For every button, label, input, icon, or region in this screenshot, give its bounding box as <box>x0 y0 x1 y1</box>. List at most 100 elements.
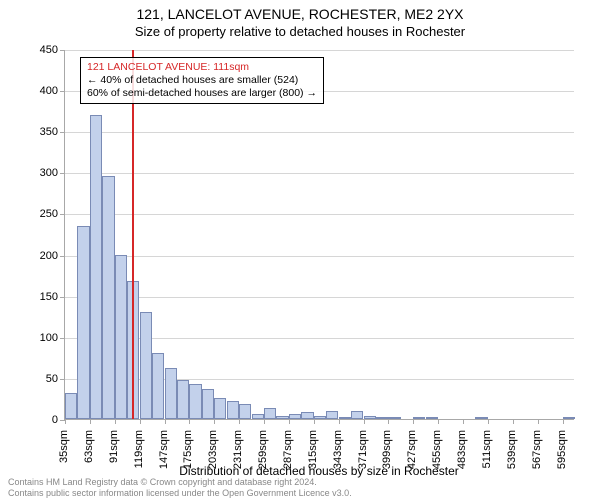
x-tick-label: 539sqm <box>506 430 518 469</box>
histogram-bar <box>177 380 189 419</box>
x-tick-label: 91sqm <box>108 430 120 463</box>
histogram-bar <box>475 417 487 419</box>
plot-area <box>64 50 574 420</box>
x-tick-label: 483sqm <box>456 430 468 469</box>
x-tick-label: 203sqm <box>207 430 219 469</box>
histogram-bar <box>301 412 313 419</box>
x-tick-label: 63sqm <box>83 430 95 463</box>
histogram-bar <box>90 115 102 419</box>
x-tick-label: 455sqm <box>431 430 443 469</box>
x-tick <box>115 419 116 424</box>
annotation-box: 121 LANCELOT AVENUE: 111sqm ← 40% of det… <box>80 57 324 104</box>
x-tick-label: 427sqm <box>406 430 418 469</box>
footer-line2: Contains public sector information licen… <box>8 488 352 498</box>
histogram-bar <box>252 414 264 419</box>
histogram-bar <box>388 417 400 419</box>
histogram-bar <box>314 416 326 419</box>
grid-line <box>65 214 574 215</box>
histogram-bar <box>364 416 376 419</box>
histogram-bar <box>152 353 164 419</box>
y-tick-label: 400 <box>8 85 58 97</box>
x-tick <box>239 419 240 424</box>
grid-line <box>65 297 574 298</box>
histogram-bar <box>214 398 226 419</box>
x-tick <box>488 419 489 424</box>
histogram-bar <box>413 417 425 419</box>
annotation-line3: 60% of semi-detached houses are larger (… <box>87 87 317 100</box>
x-tick <box>140 419 141 424</box>
histogram-bar <box>115 255 127 419</box>
x-tick <box>538 419 539 424</box>
x-tick <box>339 419 340 424</box>
grid-line <box>65 50 574 51</box>
x-tick-label: 259sqm <box>257 430 269 469</box>
title-line2: Size of property relative to detached ho… <box>0 24 600 39</box>
footer-text: Contains HM Land Registry data © Crown c… <box>8 477 352 498</box>
y-tick <box>60 214 65 215</box>
x-tick-label: 399sqm <box>381 430 393 469</box>
x-tick <box>264 419 265 424</box>
histogram-bar <box>189 384 201 419</box>
histogram-bar <box>140 312 152 419</box>
histogram-bar <box>264 408 276 420</box>
y-tick-label: 450 <box>8 44 58 56</box>
y-tick <box>60 256 65 257</box>
y-tick-label: 50 <box>8 373 58 385</box>
grid-line <box>65 173 574 174</box>
x-tick-label: 147sqm <box>158 430 170 469</box>
x-tick <box>189 419 190 424</box>
grid-line <box>65 132 574 133</box>
histogram-bar <box>239 404 251 419</box>
y-tick-label: 200 <box>8 250 58 262</box>
histogram-bar <box>102 176 114 419</box>
x-tick-label: 567sqm <box>531 430 543 469</box>
x-tick-label: 511sqm <box>481 430 493 468</box>
y-tick <box>60 379 65 380</box>
title-line1: 121, LANCELOT AVENUE, ROCHESTER, ME2 2YX <box>0 6 600 22</box>
x-tick <box>165 419 166 424</box>
x-tick-label: 595sqm <box>556 430 568 469</box>
x-tick-label: 119sqm <box>133 430 145 468</box>
x-tick-label: 231sqm <box>232 430 244 469</box>
grid-line <box>65 256 574 257</box>
y-tick <box>60 132 65 133</box>
histogram-bar <box>165 368 177 419</box>
y-tick-label: 250 <box>8 208 58 220</box>
footer-line1: Contains HM Land Registry data © Crown c… <box>8 477 352 487</box>
annotation-line1: 121 LANCELOT AVENUE: 111sqm <box>87 61 317 74</box>
histogram-bar <box>227 401 239 419</box>
figure: { "titles": { "line1": "121, LANCELOT AV… <box>0 0 600 500</box>
x-tick <box>90 419 91 424</box>
histogram-bar <box>376 417 388 419</box>
y-tick <box>60 173 65 174</box>
x-tick <box>214 419 215 424</box>
x-tick-label: 175sqm <box>182 430 194 469</box>
histogram-bar <box>351 411 363 419</box>
x-tick <box>314 419 315 424</box>
x-tick <box>513 419 514 424</box>
histogram-bar <box>339 417 351 419</box>
x-tick <box>413 419 414 424</box>
x-tick <box>563 419 564 424</box>
y-tick-label: 300 <box>8 167 58 179</box>
histogram-bar <box>289 414 301 419</box>
x-tick <box>364 419 365 424</box>
histogram-bar <box>426 417 438 419</box>
x-tick-label: 343sqm <box>332 430 344 469</box>
y-tick-label: 150 <box>8 291 58 303</box>
y-tick <box>60 297 65 298</box>
x-tick-label: 35sqm <box>58 430 70 463</box>
y-tick <box>60 91 65 92</box>
x-tick <box>65 419 66 424</box>
histogram-bar <box>563 417 575 419</box>
y-tick-label: 0 <box>8 414 58 426</box>
y-tick <box>60 338 65 339</box>
y-tick-label: 100 <box>8 332 58 344</box>
x-tick <box>438 419 439 424</box>
reference-line <box>132 50 134 419</box>
histogram-bar <box>326 411 338 419</box>
x-tick <box>463 419 464 424</box>
histogram-bar <box>202 389 214 419</box>
histogram-bar <box>276 416 288 419</box>
x-tick <box>289 419 290 424</box>
